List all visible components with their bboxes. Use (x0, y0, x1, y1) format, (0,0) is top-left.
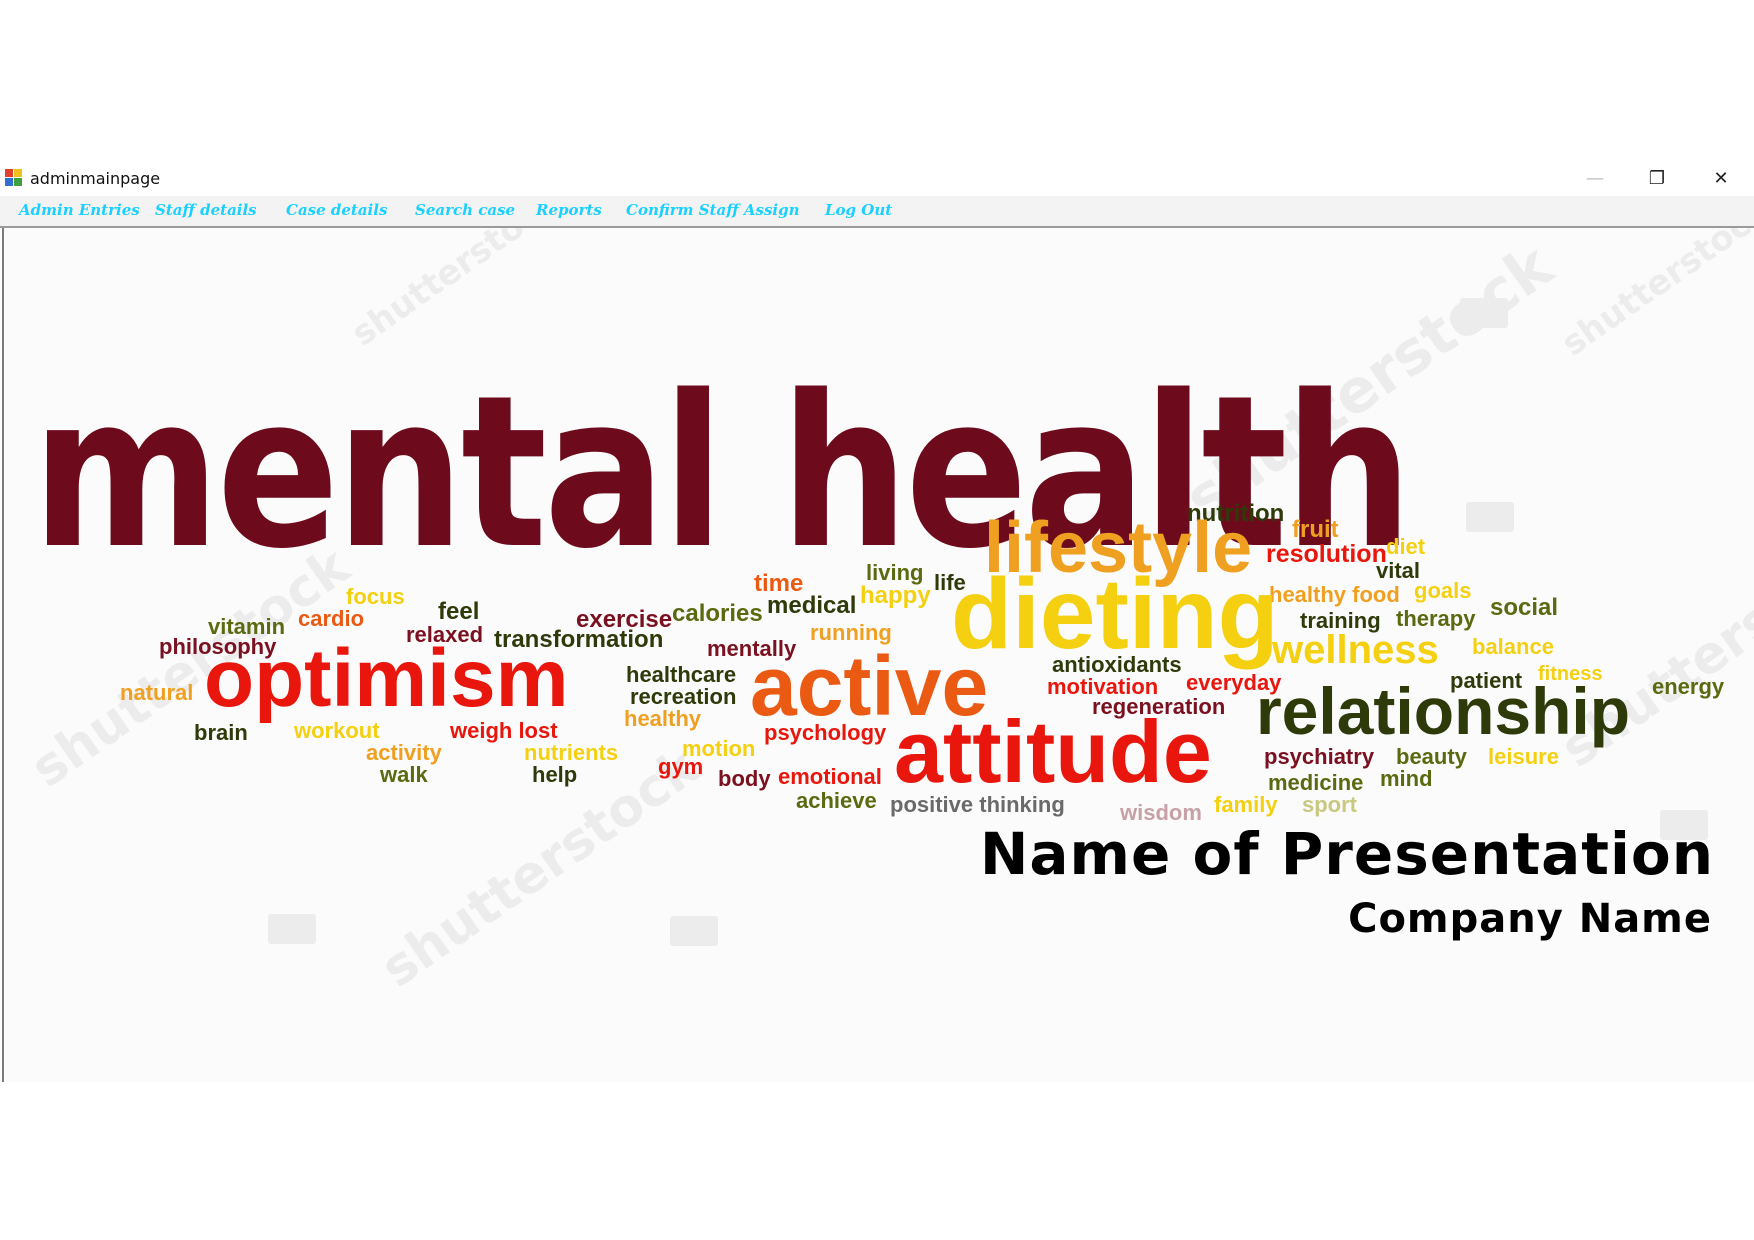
main-title: mental health (32, 350, 1413, 595)
word-cloud-term: everyday (1186, 670, 1282, 695)
word-cloud-term: nutrients (524, 740, 619, 765)
word-cloud-term: goals (1414, 578, 1472, 603)
word-cloud-term: motivation (1047, 674, 1159, 699)
word-cloud-term: psychiatry (1264, 744, 1375, 769)
watermark-icon (1466, 502, 1514, 532)
word-cloud-term: lifestyle (984, 508, 1253, 588)
word-cloud-term: vital (1376, 558, 1421, 583)
presentation-title: Name of Presentation (979, 820, 1714, 888)
word-cloud-term: dieting (951, 558, 1279, 670)
word-cloud-term: exercise (576, 606, 673, 633)
menu-case-details[interactable]: Case details (286, 201, 388, 219)
word-cloud-term: attitude (894, 702, 1212, 801)
close-icon: ✕ (1713, 167, 1729, 189)
app-icon (5, 169, 23, 187)
word-cloud-term: energy (1652, 674, 1725, 699)
word-cloud-term: resolution (1266, 540, 1387, 568)
word-cloud-term: beauty (1396, 744, 1467, 769)
word-cloud-term: active (750, 639, 989, 733)
word-cloud-term: motion (682, 736, 756, 761)
word-cloud-term: cardio (298, 606, 365, 631)
word-cloud-term: mind (1380, 766, 1433, 791)
word-cloud-term: social (1490, 594, 1559, 621)
word-cloud-term: relationship (1256, 674, 1631, 748)
word-cloud-term: antioxidants (1052, 652, 1182, 677)
word-cloud-term: healthcare (626, 662, 737, 687)
menu-search-case[interactable]: Search case (415, 201, 516, 219)
watermark-icon (670, 916, 718, 946)
word-cloud-term: vitamin (208, 614, 286, 639)
word-cloud-term: nutrition (1187, 500, 1285, 527)
word-cloud-term: fitness (1538, 663, 1603, 685)
word-cloud-term: training (1300, 608, 1381, 633)
minimize-button[interactable]: — (1564, 160, 1626, 196)
restore-button[interactable]: ❐ (1626, 160, 1688, 196)
word-cloud-term: recreation (630, 684, 737, 709)
word-cloud-term: wisdom (1120, 800, 1202, 825)
company-name: Company Name (1348, 896, 1712, 942)
menu-admin-entries[interactable]: Admin Entries (19, 201, 140, 219)
word-cloud-term: calories (672, 600, 763, 627)
word-cloud-term: achieve (796, 788, 877, 813)
watermark-icon (1460, 298, 1508, 328)
word-cloud-term: focus (346, 584, 405, 609)
word-cloud-term: mentally (707, 636, 797, 661)
word-cloud-term: wellness (1272, 628, 1439, 672)
word-cloud-term: balance (1472, 634, 1554, 659)
watermark-icon (268, 914, 316, 944)
menu-confirm-staff-assign[interactable]: Confirm Staff Assign (626, 201, 800, 219)
word-cloud-term: emotional (778, 764, 882, 789)
word-cloud-term: philosophy (159, 634, 277, 659)
word-cloud-term: transformation (494, 626, 664, 653)
word-cloud-term: feel (438, 598, 480, 625)
watermark-text: shutterstock (344, 228, 568, 355)
menu-bar: Admin Entries Staff details Case details… (0, 196, 1754, 228)
menu-log-out[interactable]: Log Out (825, 201, 893, 219)
word-cloud-term: medical (767, 592, 857, 619)
word-cloud-term: running (810, 620, 892, 645)
word-cloud-term: living (866, 560, 924, 585)
watermark-text: shutterstock (1554, 228, 1754, 365)
word-cloud-term: workout (294, 718, 380, 743)
word-cloud-term: time (754, 570, 804, 597)
minimize-icon: — (1586, 167, 1604, 189)
word-cloud-term: patient (1450, 668, 1523, 693)
word-cloud-term: therapy (1396, 606, 1476, 631)
word-cloud-term: sport (1302, 792, 1357, 817)
word-cloud-term: activity (366, 740, 442, 765)
word-cloud-term: healthy food (1269, 582, 1400, 607)
word-cloud-term: natural (120, 680, 194, 705)
word-cloud-term: body (718, 766, 771, 791)
word-cloud-term: relaxed (406, 622, 484, 647)
window-title: adminmainpage (30, 169, 161, 188)
word-cloud-term: weigh lost (450, 718, 558, 743)
word-cloud-term: fruit (1292, 516, 1339, 543)
word-cloud-term: happy (860, 582, 931, 609)
word-cloud-term: healthy (624, 706, 702, 731)
app-window: adminmainpage — ❐ ✕ Admin Entries Staff … (0, 160, 1754, 1082)
word-cloud-term: gym (658, 754, 704, 779)
restore-icon: ❐ (1648, 167, 1666, 189)
title-bar[interactable]: adminmainpage — ❐ ✕ (0, 160, 1754, 196)
word-cloud-term: psychology (764, 720, 887, 745)
word-cloud-term: life (934, 570, 966, 595)
close-button[interactable]: ✕ (1690, 160, 1752, 196)
word-cloud-term: brain (194, 720, 248, 745)
word-cloud-term: family (1214, 792, 1278, 817)
word-cloud-term: diet (1386, 534, 1426, 559)
menu-reports[interactable]: Reports (536, 201, 602, 219)
word-cloud-term: regeneration (1092, 694, 1226, 719)
word-cloud-term: leisure (1488, 744, 1559, 769)
watermark-icon (1660, 810, 1708, 840)
word-cloud-term: help (532, 762, 578, 787)
word-cloud-term: positive thinking (890, 792, 1065, 817)
menu-staff-details[interactable]: Staff details (155, 201, 257, 219)
word-cloud-term: walk (380, 762, 428, 787)
banner-image: shutterstock shutterstock shutterstock s… (2, 228, 1754, 1082)
word-cloud-term: optimism (204, 633, 569, 724)
word-cloud-term: medicine (1268, 770, 1364, 795)
